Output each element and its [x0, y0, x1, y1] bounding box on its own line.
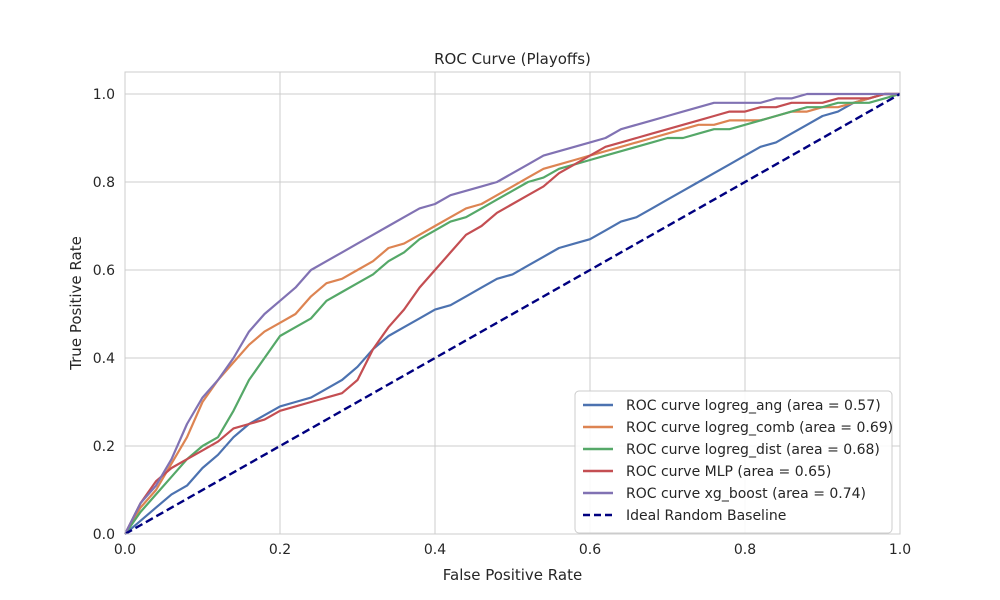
- x-tick-label: 0.0: [114, 542, 136, 558]
- series-line-0: [124, 92, 900, 535]
- series-line-2: [124, 92, 901, 535]
- plot-frame: [124, 71, 901, 535]
- y-tick-label: 0.2: [93, 439, 115, 455]
- x-tick-label: 1.0: [889, 542, 911, 558]
- legend-label-2: ROC curve logreg_dist (area = 0.68): [626, 442, 880, 458]
- x-tick-label: 0.2: [269, 542, 291, 558]
- chart-title: ROC Curve (Playoffs): [434, 50, 591, 68]
- x-tick-label: 0.6: [579, 542, 601, 558]
- series-line-5: [124, 92, 901, 536]
- legend-label-0: ROC curve logreg_ang (area = 0.57): [626, 398, 881, 414]
- legend-label-1: ROC curve logreg_comb (area = 0.69): [626, 420, 893, 436]
- y-tick-label: 0.0: [93, 527, 115, 543]
- legend: ROC curve logreg_ang (area = 0.57) ROC cu…: [574, 390, 893, 534]
- x-tick-label: 0.8: [734, 542, 756, 558]
- tick-labels: 0.0 0.2 0.4 0.6 0.8 1.0 0.0 0.2 0.4 0.6 0.8 1.0: [93, 87, 911, 558]
- y-tick-label: 0.8: [93, 175, 115, 191]
- legend-box: [574, 390, 893, 534]
- x-axis-title: False Positive Rate: [443, 566, 582, 584]
- legend-label-4: ROC curve xg_boost (area = 0.74): [626, 486, 866, 502]
- y-tick-label: 0.6: [93, 263, 115, 279]
- series-line-4: [124, 92, 900, 535]
- x-tick-label: 0.4: [424, 542, 446, 558]
- y-tick-label: 0.4: [93, 351, 115, 367]
- series-layer: [124, 92, 901, 536]
- y-tick-label: 1.0: [93, 87, 115, 103]
- legend-label-5: Ideal Random Baseline: [626, 508, 786, 524]
- legend-label-3: ROC curve MLP (area = 0.65): [626, 464, 831, 480]
- y-axis-title: True Positive Rate: [67, 236, 85, 371]
- series-line-3: [124, 92, 900, 535]
